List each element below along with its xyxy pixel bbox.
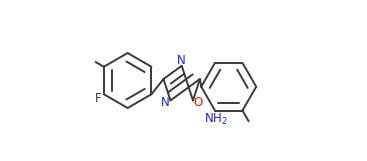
Text: NH$_2$: NH$_2$ xyxy=(204,111,228,127)
Text: N: N xyxy=(177,54,186,67)
Text: F: F xyxy=(95,92,101,105)
Text: N: N xyxy=(161,96,170,109)
Text: O: O xyxy=(193,96,203,109)
